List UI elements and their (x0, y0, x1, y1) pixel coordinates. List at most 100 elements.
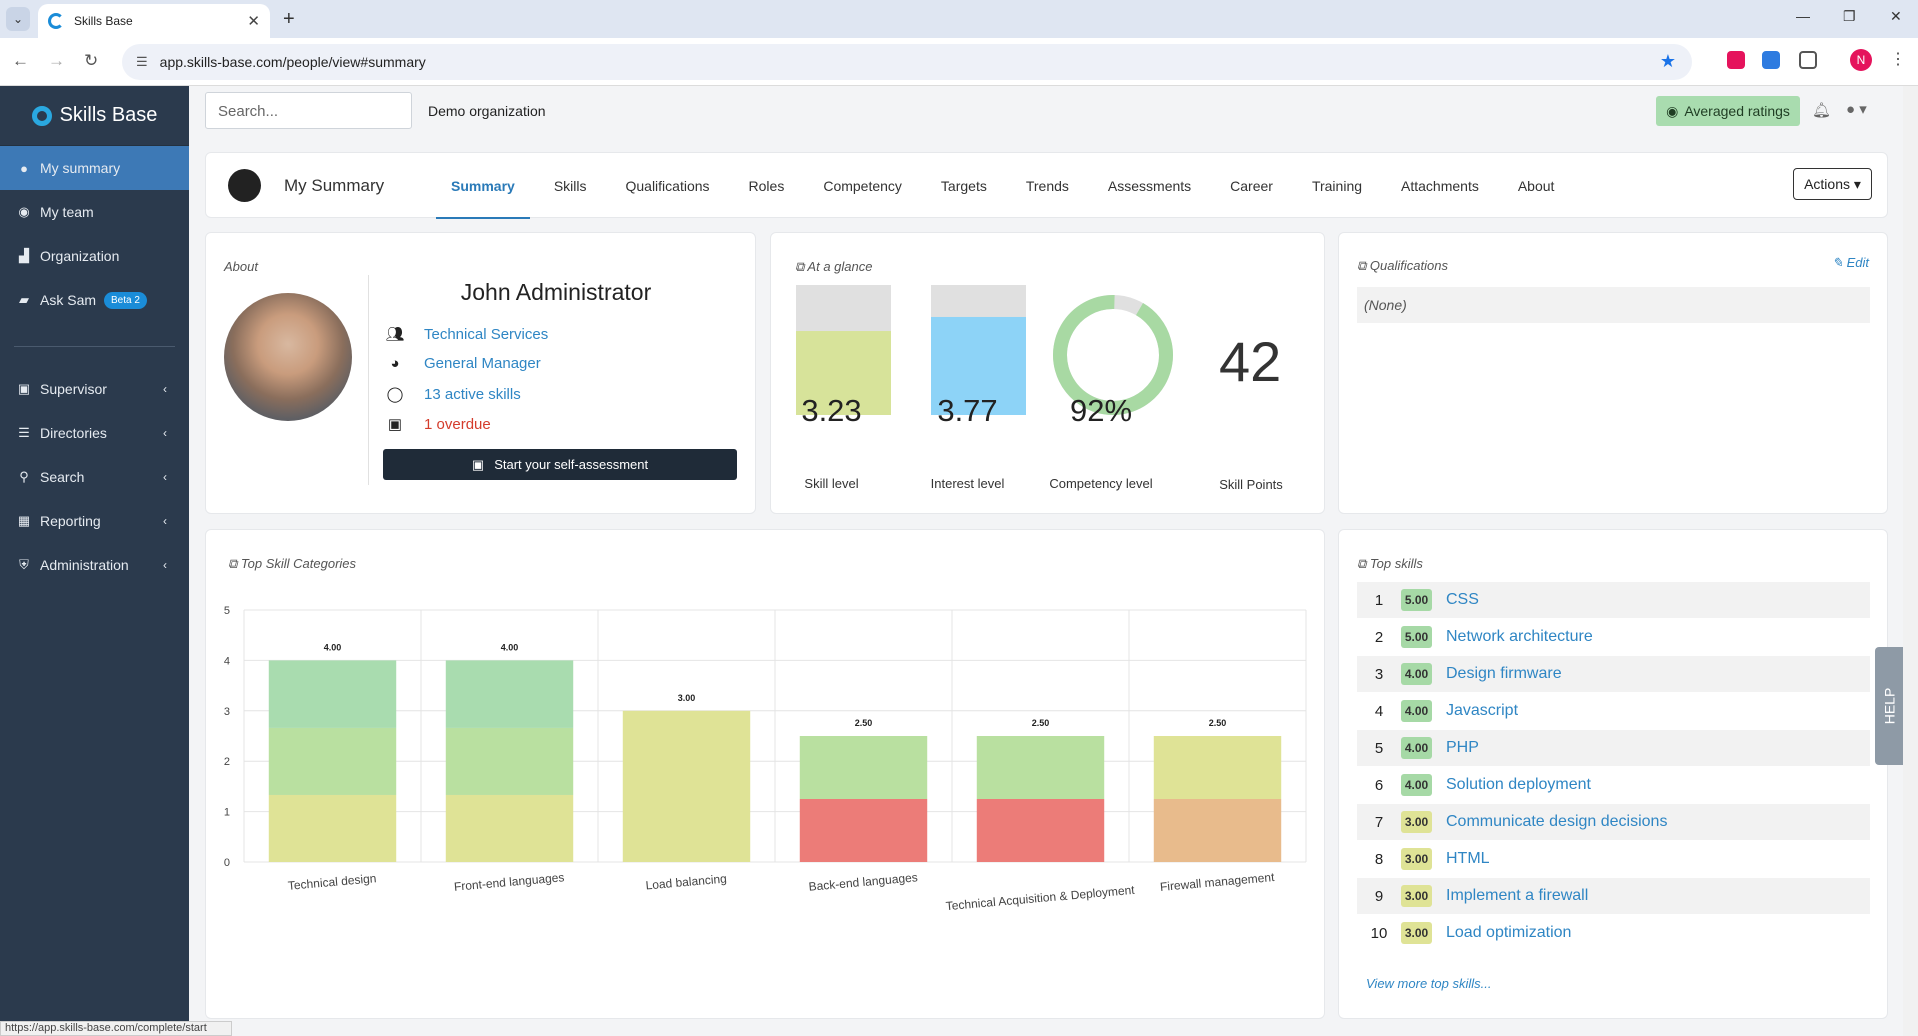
data-label: 4.00 (501, 642, 519, 652)
sidebar-item-organization[interactable]: ▟ Organization (0, 234, 189, 278)
department-link[interactable]: 👥︎ Technical Services (384, 325, 548, 344)
tab-competency[interactable]: Competency (823, 178, 902, 194)
skill-link[interactable]: Communicate design decisions (1446, 813, 1668, 830)
list-item: 1 5.00 CSS (1357, 582, 1870, 618)
building-icon: ▟ (19, 248, 29, 263)
brand[interactable]: Skills Base (0, 86, 189, 146)
skill-link[interactable]: Design firmware (1446, 665, 1562, 682)
edit-link[interactable]: ✎ Edit (1832, 255, 1869, 271)
tab-trends[interactable]: Trends (1025, 178, 1069, 194)
restore-icon[interactable]: ❐ (1843, 8, 1856, 24)
chart-icon: ▦ (17, 513, 31, 528)
sidebar-item-supervisor[interactable]: ▣ Supervisor ‹ (0, 367, 189, 411)
about-card: About John Administrator 👥︎ Technical Se… (205, 232, 756, 514)
search-input[interactable]: Search... (205, 92, 412, 129)
top-skills-card: ⧉ Top skills View more top skills... 1 5.… (1338, 529, 1888, 1019)
role-link[interactable]: ◕ General Manager (384, 355, 540, 372)
averaged-ratings-button[interactable]: ◉ Averaged ratings (1656, 96, 1800, 126)
reload-icon[interactable]: ↻ (84, 51, 99, 70)
skill-link[interactable]: Solution deployment (1446, 776, 1591, 793)
list-item: 7 3.00 Communicate design decisions (1357, 804, 1870, 840)
person-name: John Administrator (460, 279, 652, 305)
tab-list-icon[interactable]: ⌄ (6, 7, 30, 31)
card-label: About (224, 259, 258, 274)
logo-icon (31, 105, 52, 126)
tab-skills[interactable]: Skills (553, 178, 587, 194)
view-more-link[interactable]: View more top skills... (1366, 976, 1492, 991)
back-icon[interactable]: ← (12, 51, 29, 70)
sidebar-item-search[interactable]: ⚲ Search ‹ (0, 455, 189, 499)
new-tab-icon[interactable]: + (283, 8, 295, 30)
browser-tab[interactable]: Skills Base ✕ (38, 4, 270, 38)
category-chart: 0 1 2 3 4 5 4.00 Technical design 4.00 Front-end … (224, 605, 1307, 913)
tab-summary[interactable]: Summary (436, 153, 530, 219)
tab-targets[interactable]: Targets (940, 178, 987, 194)
close-window-icon[interactable]: ✕ (1890, 8, 1902, 24)
tab-training[interactable]: Training (1311, 178, 1363, 194)
help-tab[interactable]: HELP (1875, 647, 1903, 765)
extension-icon[interactable] (1727, 51, 1745, 69)
skill-link[interactable]: HTML (1446, 850, 1490, 867)
external-link-icon: ⧉ (1357, 258, 1370, 273)
actions-button[interactable]: Actions ▾ (1793, 168, 1872, 200)
sidebar-item-label: Reporting (40, 513, 101, 529)
site-info-icon[interactable]: ☰ (136, 54, 148, 69)
tab-qualifications[interactable]: Qualifications (625, 178, 710, 194)
card-label-text: Top skills (1369, 556, 1423, 571)
skills-link[interactable]: ◯ 13 active skills (384, 385, 521, 404)
user-menu-icon[interactable]: ● ▾ (1846, 101, 1867, 118)
bar-segment (268, 794, 397, 862)
sidebar-item-administration[interactable]: ⛨ Administration ‹ (0, 543, 189, 587)
tab-about[interactable]: About (1517, 178, 1555, 194)
list-item: 4 4.00 Javascript (1357, 693, 1870, 729)
bookmark-star-icon[interactable]: ★ (1659, 51, 1676, 71)
sidebar-item-label: Directories (40, 425, 107, 441)
browser-menu-icon[interactable]: ⋮ (1890, 51, 1906, 68)
profile-avatar[interactable]: N (1850, 49, 1872, 71)
edit-label: Edit (1846, 255, 1869, 270)
scrollbar[interactable] (1903, 86, 1918, 1036)
skill-link[interactable]: PHP (1446, 739, 1479, 756)
bell-icon[interactable]: 🔔︎ (1812, 102, 1832, 119)
skill-link[interactable]: Load optimization (1446, 924, 1572, 941)
skill-link[interactable]: Implement a firewall (1446, 887, 1589, 904)
extension-icon[interactable] (1762, 51, 1780, 69)
data-label: 3.00 (678, 693, 696, 703)
data-label: 2.50 (855, 718, 873, 728)
sidebar-item-label: My team (40, 204, 94, 220)
sidebar-item-directories[interactable]: ☰ Directories ‹ (0, 411, 189, 455)
role-icon: ◕ (390, 355, 400, 372)
close-tab-icon[interactable]: ✕ (247, 13, 260, 30)
sidebar-item-my-summary[interactable]: ● My summary (0, 146, 189, 190)
skill-link[interactable]: CSS (1446, 591, 1479, 608)
card-label: ⧉ Top skills (1357, 556, 1423, 572)
tab-attachments[interactable]: Attachments (1401, 178, 1479, 194)
self-assessment-button[interactable]: ▣ Start your self-assessment (383, 449, 737, 480)
interest-level-value: 3.77 (937, 393, 998, 428)
x-tick-label: Back-end languages (808, 870, 918, 893)
skill-link[interactable]: Network architecture (1446, 628, 1593, 645)
sidebar-item-my-team[interactable]: ◉ My team (0, 190, 189, 234)
skill-link[interactable]: Javascript (1446, 702, 1519, 719)
tab-roles[interactable]: Roles (748, 178, 785, 194)
x-tick-label: Front-end languages (453, 870, 565, 894)
url-field[interactable]: ☰ app.skills-base.com/people/view#summar… (122, 44, 1692, 80)
card-label: ⧉ Top Skill Categories (228, 556, 356, 572)
status-bar: https://app.skills-base.com/complete/sta… (0, 1021, 232, 1036)
overdue-link[interactable]: ▣ 1 overdue (384, 415, 491, 434)
globe-icon: ◉ (18, 204, 30, 219)
sidebar-item-reporting[interactable]: ▦ Reporting ‹ (0, 499, 189, 543)
forward-icon[interactable]: → (48, 51, 65, 70)
competency-label: Competency level (1049, 476, 1153, 491)
puzzle-icon[interactable] (1799, 51, 1817, 69)
x-tick-label: Load balancing (645, 871, 727, 892)
averaged-ratings-label: Averaged ratings (1684, 103, 1790, 119)
sidebar: Skills Base ● My summary ◉ My team ▟ Org… (0, 86, 189, 1036)
y-tick-label: 3 (224, 706, 230, 718)
tab-career[interactable]: Career (1230, 178, 1273, 194)
minimize-icon[interactable]: — (1796, 8, 1810, 24)
y-tick-label: 0 (224, 857, 230, 869)
external-link-icon: ⧉ (795, 259, 808, 274)
sidebar-item-ask-sam[interactable]: ▰ Ask Sam Beta 2 (0, 278, 189, 322)
tab-assessments[interactable]: Assessments (1107, 178, 1192, 194)
